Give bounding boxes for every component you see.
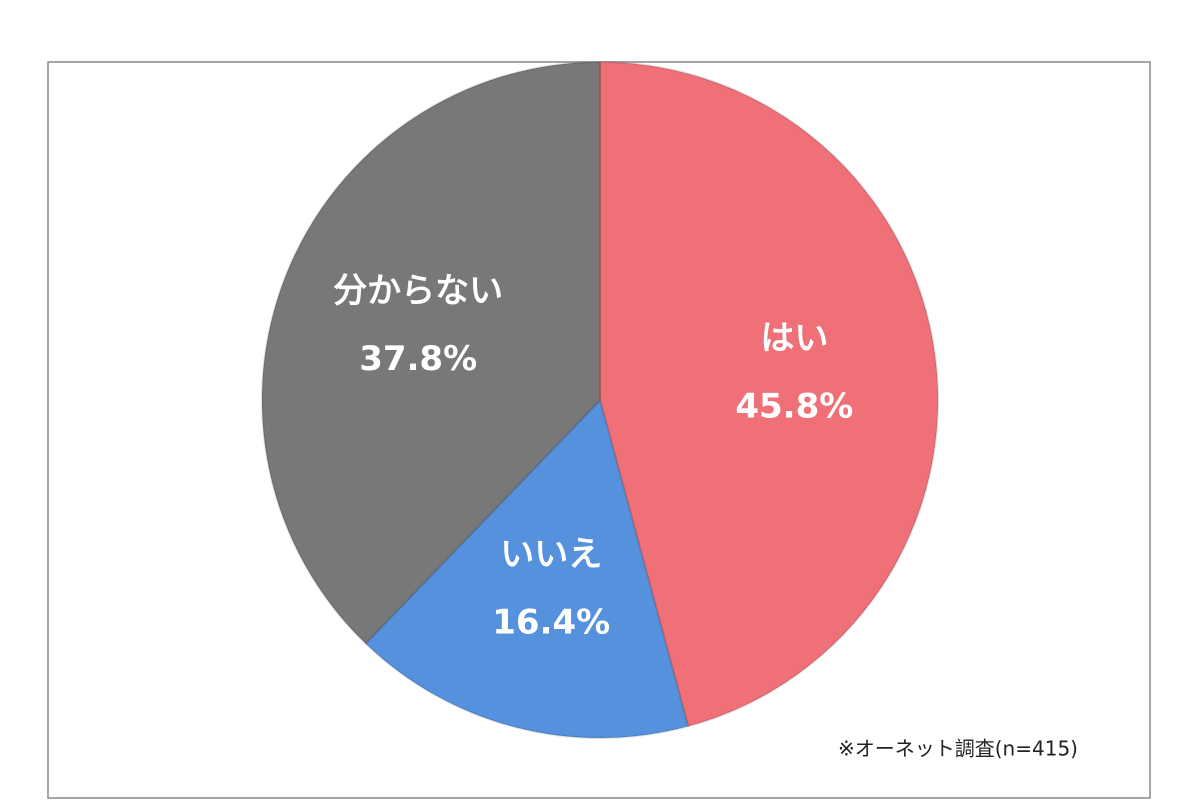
slice-value-label: 16.4% [492, 602, 610, 642]
slice-label: いいえ [500, 534, 602, 574]
slice-label: はい [760, 319, 828, 359]
pie-slice [364, 398, 690, 739]
slice-label: 分からない [333, 271, 503, 311]
pie-slice [599, 60, 939, 728]
slice-value-label: 45.8% [735, 387, 853, 427]
pie-slice [261, 60, 601, 645]
slice-value-label: 37.8% [359, 339, 477, 379]
note: ※オーネット調査(n=415) [838, 737, 1078, 761]
